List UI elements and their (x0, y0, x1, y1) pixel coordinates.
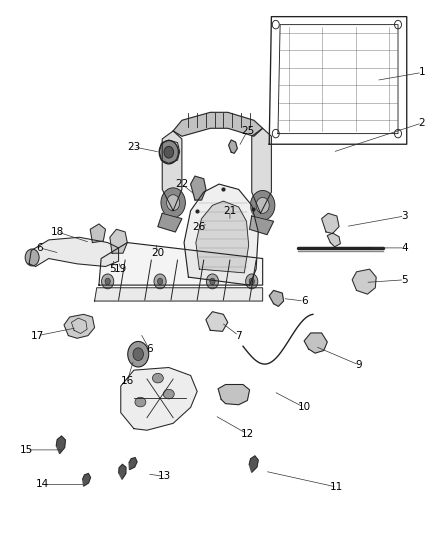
Text: 14: 14 (35, 480, 49, 489)
Circle shape (164, 147, 173, 158)
Polygon shape (158, 213, 182, 232)
Polygon shape (129, 458, 137, 470)
Polygon shape (99, 243, 263, 285)
Polygon shape (121, 368, 197, 430)
Text: 11: 11 (330, 482, 343, 492)
Circle shape (154, 274, 166, 289)
Polygon shape (29, 237, 119, 266)
Circle shape (133, 348, 144, 361)
Polygon shape (119, 464, 126, 479)
Circle shape (249, 278, 254, 285)
Polygon shape (252, 128, 272, 213)
Polygon shape (218, 384, 250, 405)
Text: 6: 6 (37, 243, 43, 253)
Text: 19: 19 (114, 264, 127, 274)
Circle shape (251, 190, 275, 220)
Polygon shape (196, 201, 249, 273)
Polygon shape (249, 456, 258, 472)
Text: 22: 22 (175, 179, 188, 189)
Polygon shape (250, 216, 274, 235)
Polygon shape (269, 290, 284, 306)
Text: 23: 23 (127, 142, 141, 152)
Polygon shape (229, 140, 237, 154)
Text: 16: 16 (121, 376, 134, 386)
Text: 6: 6 (301, 296, 307, 306)
Text: 18: 18 (51, 227, 64, 237)
Text: 9: 9 (355, 360, 362, 370)
Text: 3: 3 (401, 211, 408, 221)
Text: 25: 25 (241, 126, 254, 136)
Polygon shape (57, 436, 65, 454)
Text: 6: 6 (146, 344, 152, 354)
Polygon shape (90, 224, 106, 243)
Circle shape (246, 274, 258, 289)
Polygon shape (191, 176, 206, 200)
Text: 5: 5 (109, 264, 115, 274)
Text: 15: 15 (20, 445, 34, 455)
Circle shape (157, 278, 162, 285)
Polygon shape (304, 333, 327, 353)
Polygon shape (321, 213, 339, 233)
Polygon shape (83, 473, 91, 486)
Text: 20: 20 (151, 248, 164, 258)
Circle shape (161, 188, 185, 217)
Ellipse shape (163, 389, 174, 399)
Text: 4: 4 (401, 243, 408, 253)
Text: 17: 17 (31, 330, 44, 341)
Polygon shape (327, 233, 340, 247)
Circle shape (159, 141, 178, 164)
Polygon shape (110, 229, 127, 253)
Text: 2: 2 (419, 118, 425, 128)
Text: 10: 10 (297, 402, 311, 413)
Text: 26: 26 (193, 222, 206, 232)
Text: 7: 7 (235, 330, 242, 341)
Circle shape (25, 249, 39, 266)
Text: 21: 21 (223, 206, 237, 216)
Polygon shape (64, 314, 95, 338)
Polygon shape (184, 184, 258, 285)
Polygon shape (173, 112, 263, 136)
Text: 13: 13 (158, 472, 171, 481)
Polygon shape (162, 131, 182, 211)
Circle shape (166, 195, 180, 211)
Circle shape (256, 197, 269, 213)
Polygon shape (206, 312, 228, 332)
Ellipse shape (135, 397, 146, 407)
Polygon shape (95, 288, 263, 301)
Text: 12: 12 (241, 429, 254, 439)
Ellipse shape (152, 373, 163, 383)
Circle shape (105, 278, 110, 285)
Circle shape (210, 278, 215, 285)
Circle shape (206, 274, 219, 289)
Circle shape (128, 342, 149, 367)
Text: 5: 5 (401, 275, 408, 285)
Text: 1: 1 (419, 68, 425, 77)
Polygon shape (352, 269, 376, 294)
Circle shape (102, 274, 114, 289)
